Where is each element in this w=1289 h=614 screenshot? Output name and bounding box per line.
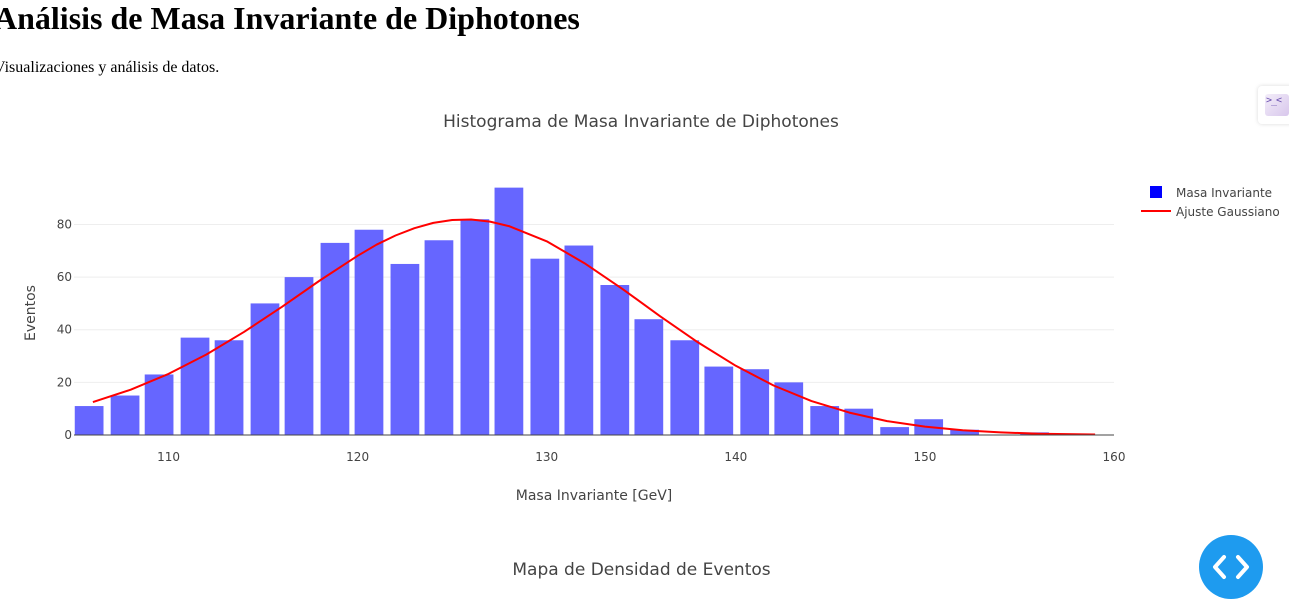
density-map-title: Mapa de Densidad de Eventos bbox=[512, 560, 771, 580]
code-brackets-icon bbox=[1213, 555, 1249, 579]
y-tick-label: 60 bbox=[57, 270, 72, 284]
x-tick-label: 140 bbox=[724, 450, 747, 464]
terminal-sparkle-icon bbox=[1265, 94, 1289, 116]
x-tick-label: 120 bbox=[346, 450, 369, 464]
histogram-bar bbox=[180, 337, 210, 435]
histogram-bar bbox=[530, 258, 560, 435]
legend-item-fit[interactable]: Ajuste Gaussiano bbox=[1141, 205, 1280, 219]
y-tick-label: 80 bbox=[57, 217, 72, 231]
axes: 0 20 40 60 80 110 120 130 140 150 160 bbox=[57, 217, 1126, 464]
page-title: Análisis de Masa Invariante de Diphotone… bbox=[0, 0, 580, 36]
y-tick-label: 40 bbox=[57, 323, 72, 337]
histogram-bar bbox=[740, 369, 770, 435]
code-view-button[interactable] bbox=[1199, 535, 1263, 599]
histogram-bar bbox=[774, 382, 804, 435]
legend-item-bars[interactable]: Masa Invariante bbox=[1150, 186, 1272, 200]
bar-series bbox=[74, 187, 1049, 435]
y-tick-label: 0 bbox=[64, 428, 72, 442]
y-axis-title: Eventos bbox=[23, 285, 39, 341]
legend[interactable]: Masa Invariante Ajuste Gaussiano bbox=[1141, 186, 1280, 219]
legend-label-fit: Ajuste Gaussiano bbox=[1176, 205, 1280, 219]
histogram-bar bbox=[880, 427, 910, 435]
x-tick-label: 150 bbox=[913, 450, 936, 464]
histogram-bar bbox=[600, 285, 630, 435]
legend-swatch-bars bbox=[1150, 186, 1162, 198]
histogram-chart: Histograma de Masa Invariante de Diphoto… bbox=[23, 112, 1280, 504]
histogram-bar bbox=[704, 366, 734, 435]
x-tick-label: 130 bbox=[535, 450, 558, 464]
histogram-bar bbox=[250, 303, 280, 435]
histogram-bar bbox=[110, 395, 140, 435]
histogram-bar bbox=[634, 319, 664, 435]
fit-line-series bbox=[92, 218, 1096, 436]
histogram-bar bbox=[320, 242, 350, 435]
page-subtitle: Visualizaciones y análisis de datos. bbox=[0, 59, 220, 76]
terminal-glyph-icon: >_< bbox=[1266, 95, 1282, 106]
histogram-bar bbox=[144, 374, 174, 435]
histogram-bar bbox=[390, 263, 420, 435]
histogram-bar bbox=[284, 277, 314, 435]
histogram-bar bbox=[564, 245, 594, 435]
chart-title: Histograma de Masa Invariante de Diphoto… bbox=[443, 112, 839, 132]
histogram-bar bbox=[214, 340, 244, 435]
histogram-bar bbox=[810, 406, 840, 435]
x-tick-label: 160 bbox=[1103, 450, 1126, 464]
gaussian-fit-line bbox=[92, 218, 1096, 436]
histogram-bar bbox=[494, 187, 524, 435]
x-axis-title: Masa Invariante [GeV] bbox=[516, 488, 672, 504]
histogram-bar bbox=[670, 340, 700, 435]
legend-label-bars: Masa Invariante bbox=[1176, 186, 1272, 200]
histogram-bar bbox=[354, 229, 384, 435]
mode-toggle-tab[interactable]: >_< bbox=[1258, 86, 1289, 124]
histogram-bar bbox=[460, 219, 490, 435]
histogram-bar bbox=[950, 429, 979, 435]
y-tick-label: 20 bbox=[57, 375, 72, 389]
histogram-bar bbox=[74, 406, 104, 435]
histogram-bar bbox=[424, 240, 454, 435]
x-tick-label: 110 bbox=[157, 450, 180, 464]
